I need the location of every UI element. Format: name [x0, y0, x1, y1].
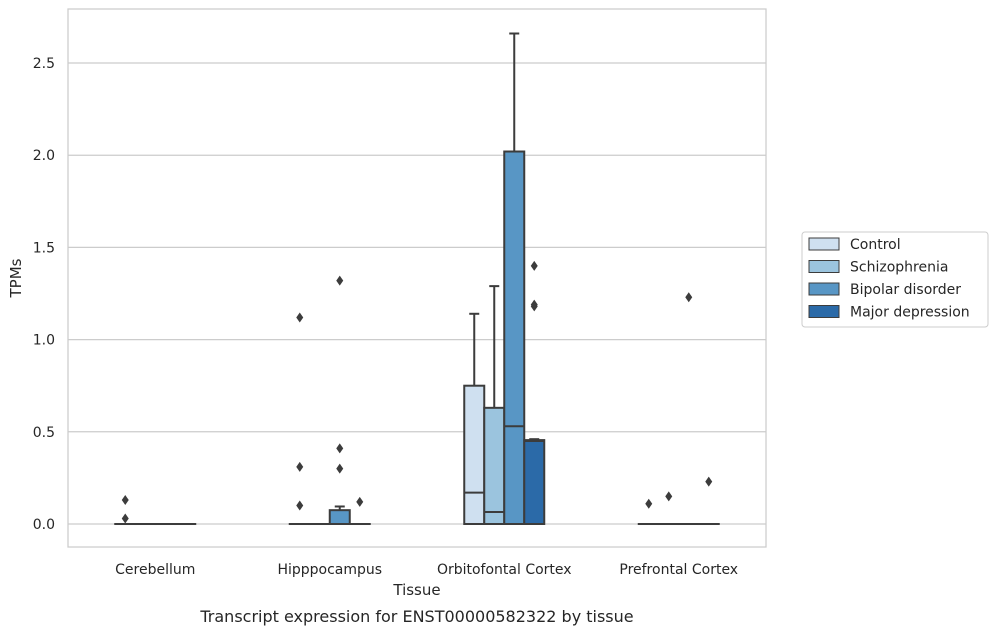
box-body [523, 439, 546, 525]
outlier-point [336, 443, 344, 454]
box-2-1 [483, 285, 506, 525]
box-2-0 [463, 312, 486, 526]
x-tick-label: Cerebellum [115, 562, 195, 578]
box-1-2 [328, 275, 351, 526]
y-tick-label: 2.5 [33, 56, 55, 72]
box-2-3 [523, 260, 546, 525]
outlier-point [296, 461, 304, 472]
box-2-2 [503, 32, 526, 525]
box-plots [114, 32, 720, 526]
outlier-point [121, 495, 129, 506]
grid-lines [68, 62, 766, 525]
plot-frame [67, 8, 767, 548]
outlier-point [121, 513, 129, 524]
legend-label: Bipolar disorder [850, 282, 961, 298]
box-body [328, 509, 351, 526]
box-3-2 [677, 292, 700, 526]
box-1-3 [348, 496, 371, 526]
caption: Transcript expression for ENST0000058232… [199, 607, 633, 626]
legend-swatch [808, 260, 840, 273]
box-body [483, 406, 506, 525]
legend-swatch [808, 305, 840, 318]
x-axis-ticks: Cerebellum Hipppocampus Orbitofontal Corte… [115, 562, 738, 578]
box-3-3 [697, 476, 720, 526]
legend-label: Schizophrenia [850, 260, 948, 276]
y-tick-label: 0.5 [33, 425, 55, 441]
box-body [463, 384, 486, 526]
legend: Control Schizophrenia Bipolar disorder Majo… [801, 231, 989, 328]
x-tick-label: Prefrontal Cortex [619, 562, 738, 578]
box-0-0 [114, 495, 137, 526]
x-tick-label: Orbitofontal Cortex [437, 562, 572, 578]
outlier-point [665, 491, 673, 502]
legend-swatch [808, 237, 840, 251]
box-3-1 [657, 491, 680, 526]
y-axis-ticks: 0.0 0.5 1.0 1.5 2.0 2.5 [33, 56, 55, 533]
box-body [503, 150, 526, 525]
outlier-point [645, 498, 653, 509]
y-axis-label: TPMs [7, 258, 25, 298]
y-tick-label: 2.0 [33, 148, 55, 164]
y-tick-label: 1.0 [33, 333, 55, 349]
x-tick-label: Hipppocampus [277, 562, 382, 578]
outlier-point [685, 292, 693, 303]
y-tick-label: 0.0 [33, 517, 55, 533]
outlier-point [530, 260, 538, 271]
outlier-point [296, 312, 304, 323]
outlier-point [530, 301, 538, 312]
x-axis-label: Tissue [392, 581, 440, 599]
outlier-point [336, 463, 344, 474]
outlier-point [336, 275, 344, 286]
outlier-point [296, 500, 304, 511]
box-3-0 [637, 498, 660, 526]
outlier-point [705, 476, 713, 487]
outlier-point [356, 496, 364, 507]
y-tick-label: 1.5 [33, 240, 55, 256]
box-1-0 [288, 312, 311, 526]
legend-label: Major depression [850, 305, 970, 321]
legend-label: Control [850, 237, 901, 253]
legend-frame [801, 231, 989, 328]
legend-swatch [808, 282, 840, 296]
